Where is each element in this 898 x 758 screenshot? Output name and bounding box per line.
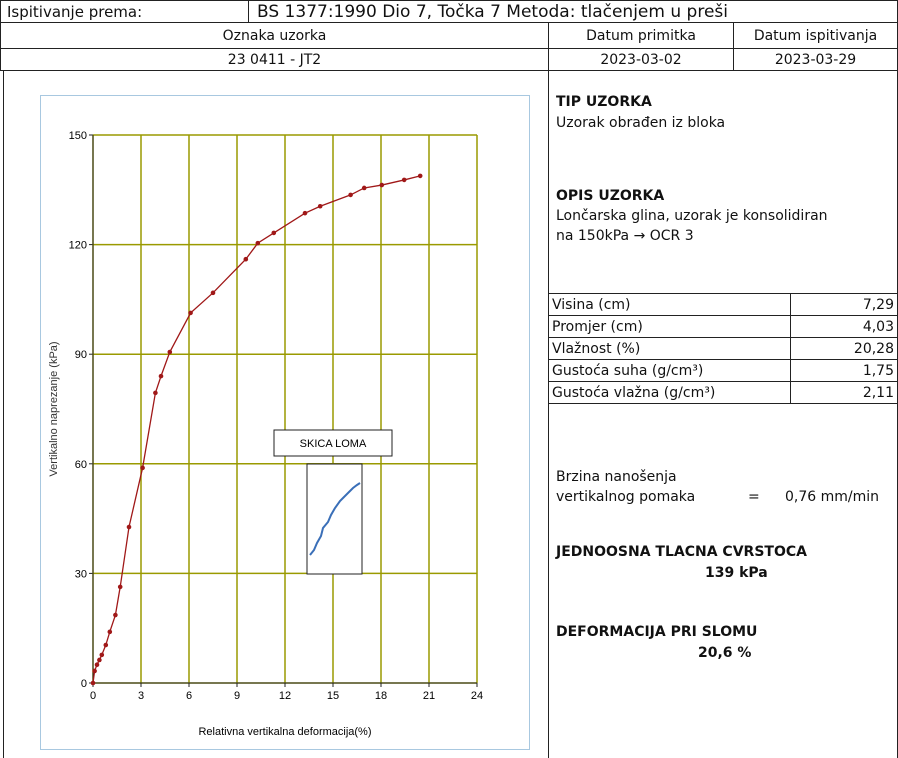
x-axis-label: Relativna vertikalna deformacija(%) bbox=[198, 726, 371, 738]
data-point bbox=[158, 373, 164, 379]
section-title: OPIS UZORKA bbox=[556, 188, 665, 204]
rate-label: Brzina nanošenja bbox=[556, 469, 677, 485]
section-text: Uzorak obrađen iz bloka bbox=[556, 115, 726, 131]
section-title: JEDNOOSNA TLACNA CVRSTOCA bbox=[556, 544, 807, 560]
column-header: Datum ispitivanja bbox=[733, 22, 898, 49]
x-tick-label: 6 bbox=[186, 690, 192, 702]
property-value: 2,11 bbox=[790, 381, 898, 404]
x-tick-label: 21 bbox=[423, 690, 435, 702]
border bbox=[548, 70, 549, 758]
data-point bbox=[317, 203, 323, 209]
sketch-label: SKICA LOMA bbox=[300, 438, 367, 450]
data-point bbox=[103, 642, 109, 648]
data-point bbox=[255, 240, 261, 246]
y-tick-label: 120 bbox=[69, 240, 87, 252]
data-point bbox=[90, 680, 96, 686]
rate-value: 0,76 mm/min bbox=[785, 489, 880, 505]
data-point bbox=[117, 584, 123, 590]
property-name: Gustoća vlažna (g/cm³) bbox=[548, 381, 791, 404]
data-point bbox=[153, 390, 158, 396]
data-point bbox=[126, 524, 132, 530]
data-point bbox=[271, 230, 277, 236]
data-point bbox=[94, 662, 100, 668]
chart: Relativna vertikalna deformacija(%) Vert… bbox=[40, 95, 530, 750]
properties-table: Visina (cm) 7,29 Promjer (cm) 4,03 Vlažnost … bbox=[548, 293, 898, 404]
data-point bbox=[401, 177, 407, 183]
property-name: Gustoća suha (g/cm³) bbox=[548, 359, 791, 382]
data-point bbox=[97, 657, 102, 663]
data-point bbox=[210, 290, 216, 296]
data-point bbox=[348, 192, 353, 198]
x-tick-label: 15 bbox=[327, 690, 339, 702]
x-tick-label: 3 bbox=[138, 690, 144, 702]
section-title: DEFORMACIJA PRI SLOMU bbox=[556, 624, 758, 640]
data-point bbox=[140, 465, 145, 471]
property-value: 4,03 bbox=[790, 315, 898, 338]
chart-frame bbox=[40, 95, 530, 750]
data-point bbox=[92, 668, 97, 674]
property-name: Visina (cm) bbox=[548, 293, 791, 316]
sketch-box bbox=[306, 463, 363, 575]
column-header: Oznaka uzorka bbox=[0, 22, 549, 49]
section-title: TIP UZORKA bbox=[556, 94, 652, 110]
property-row: Visina (cm) 7,29 bbox=[548, 293, 898, 316]
data-point bbox=[107, 629, 113, 635]
section-text: Lončarska glina, uzorak je konsolidiran bbox=[556, 208, 828, 224]
x-tick-label: 24 bbox=[471, 690, 483, 702]
property-row: Vlažnost (%) 20,28 bbox=[548, 337, 898, 360]
x-tick-label: 9 bbox=[234, 690, 240, 702]
standard: BS 1377:1990 Dio 7, Točka 7 Metoda: tlač… bbox=[248, 0, 898, 23]
standard-label: Ispitivanje prema: bbox=[0, 0, 249, 23]
x-tick-label: 18 bbox=[375, 690, 387, 702]
x-tick-label: 12 bbox=[279, 690, 291, 702]
y-tick-label: 30 bbox=[75, 568, 87, 580]
sketch-label-box bbox=[273, 429, 393, 457]
sample-id: 23 0411 - JT2 bbox=[0, 48, 549, 71]
data-point bbox=[167, 349, 173, 355]
data-point bbox=[361, 185, 367, 191]
border bbox=[3, 70, 4, 758]
receipt-date: 2023-03-02 bbox=[548, 48, 734, 71]
rate-label: vertikalnog pomaka bbox=[556, 489, 696, 505]
data-point bbox=[379, 182, 385, 188]
column-header: Datum primitka bbox=[548, 22, 734, 49]
data-point bbox=[99, 652, 105, 658]
data-point bbox=[243, 256, 249, 262]
x-tick-label: 0 bbox=[90, 690, 96, 702]
property-value: 1,75 bbox=[790, 359, 898, 382]
property-row: Gustoća vlažna (g/cm³) 2,11 bbox=[548, 381, 898, 404]
data-point bbox=[417, 173, 423, 179]
property-value: 20,28 bbox=[790, 337, 898, 360]
y-tick-label: 0 bbox=[81, 678, 87, 690]
test-date: 2023-03-29 bbox=[733, 48, 898, 71]
property-name: Promjer (cm) bbox=[548, 315, 791, 338]
property-row: Promjer (cm) 4,03 bbox=[548, 315, 898, 338]
property-row: Gustoća suha (g/cm³) 1,75 bbox=[548, 359, 898, 382]
y-tick-label: 90 bbox=[75, 349, 87, 361]
y-axis-label: Vertikalno naprezanje (kPa) bbox=[48, 341, 60, 476]
property-name: Vlažnost (%) bbox=[548, 337, 791, 360]
sketch-curve bbox=[309, 482, 361, 556]
y-tick-label: 150 bbox=[69, 130, 87, 142]
y-tick-label: 60 bbox=[75, 459, 87, 471]
section-text: na 150kPa → OCR 3 bbox=[556, 228, 694, 244]
rate-equals: = bbox=[748, 489, 760, 505]
data-point bbox=[113, 612, 118, 618]
data-point bbox=[302, 210, 308, 216]
data-line bbox=[92, 175, 421, 684]
strength-value: 139 kPa bbox=[705, 565, 768, 581]
data-point bbox=[188, 310, 193, 316]
strain-value: 20,6 % bbox=[698, 645, 752, 661]
property-value: 7,29 bbox=[790, 293, 898, 316]
